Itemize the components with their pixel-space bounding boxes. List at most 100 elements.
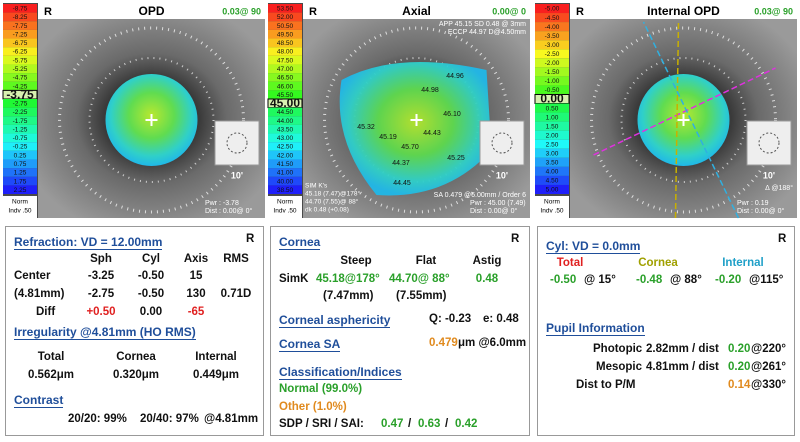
axis: @115°: [749, 274, 784, 286]
eye: R: [309, 6, 317, 18]
point-value: 44.45: [393, 180, 411, 187]
scale-label: 41.50: [277, 161, 294, 168]
scale-label: 5.00: [546, 187, 559, 194]
value: 20/20: 99%: [68, 413, 127, 425]
label: Photopic: [593, 343, 643, 355]
scale-cell: [268, 38, 302, 48]
value: Other (1.0%): [279, 401, 347, 413]
scale-cell: [3, 55, 37, 65]
value: 0.47: [381, 418, 404, 430]
header: [570, 3, 797, 19]
value: -0.50: [137, 288, 165, 300]
title: Cornea SA: [279, 337, 341, 352]
scale-label: 47.50: [277, 57, 294, 64]
scale-cell: [535, 49, 569, 59]
scale-cell: [535, 76, 569, 86]
info: ECCP 44.97 D@4.50mm: [448, 29, 526, 36]
inset-spot: [758, 132, 780, 154]
value: Normal (99.0%): [279, 383, 363, 395]
scale-label: -4.25: [13, 83, 28, 90]
scale-cell: [268, 150, 302, 160]
value: -0.50: [137, 270, 165, 282]
inset-spot: [226, 132, 248, 154]
scale-cell: [535, 112, 569, 122]
scale-cell: [3, 124, 37, 134]
scale-cell: [268, 185, 302, 194]
scale-cell: [535, 67, 569, 77]
norm: Norm: [277, 199, 293, 206]
value: 2.82mm / dist: [646, 343, 719, 355]
zoom: 10': [496, 170, 508, 180]
inset-spot: [491, 132, 513, 154]
inset: [214, 120, 260, 166]
scale-label: 52.00: [277, 14, 294, 21]
simk: 44.70 (7.55)@ 88°: [305, 198, 359, 206]
indv: Indv .50: [540, 208, 564, 215]
scale-cell: [535, 184, 569, 194]
eye: R: [576, 6, 584, 18]
label: SimK: [279, 273, 309, 285]
scale-cell: [268, 159, 302, 169]
point-value: 44.98: [421, 87, 439, 94]
scale-label: 2.25: [14, 187, 27, 194]
dist: Dist : 0.00@ 0°: [737, 207, 784, 215]
header: Axis: [183, 253, 209, 265]
title: Contrast: [14, 393, 64, 408]
scale-cell: [268, 21, 302, 30]
value: -0.20: [715, 274, 742, 286]
zoom: 10': [763, 170, 775, 180]
norm: Norm: [12, 199, 28, 206]
scale-cell: [535, 22, 569, 32]
header: Steep: [340, 255, 372, 267]
value: 0.14: [728, 379, 751, 391]
axis: @220°: [751, 343, 786, 355]
value: -0.50: [550, 274, 577, 286]
scale-label: 42.50: [277, 144, 294, 151]
scale-label: 46.00: [277, 83, 294, 90]
scale-cell: [268, 116, 302, 125]
value: 0.71D: [220, 288, 252, 300]
scale-cell: [535, 175, 569, 185]
scale-current: 45.00: [270, 96, 300, 110]
scale-label: 48.50: [277, 40, 294, 47]
center-cross: [677, 114, 690, 126]
reticle: [620, 57, 747, 183]
scale-cell: [3, 64, 37, 74]
indv: Indv .50: [8, 208, 32, 215]
header: RMS: [223, 253, 249, 265]
title: Axial: [402, 4, 431, 18]
scale-label: -0.50: [545, 87, 560, 94]
scale-label: -2.75: [13, 101, 28, 108]
header: Internal: [722, 257, 764, 269]
scale-label: 40.00: [277, 178, 294, 185]
scale-cell: [268, 107, 302, 117]
scale-cell: [268, 4, 302, 13]
inset: [746, 120, 792, 166]
header: Astig: [472, 255, 502, 267]
scale-cell: [3, 176, 37, 186]
scale-label: 4.50: [546, 178, 559, 185]
scale-label: 50.50: [277, 23, 294, 30]
sa: SA 0.479 @6.00mm / Order 6: [434, 192, 526, 199]
pwr: Pwr : -3.78: [205, 200, 239, 207]
header: Sph: [90, 253, 112, 265]
pwr: Pwr : 0.19: [737, 200, 769, 207]
value: (7.55mm): [396, 290, 447, 302]
cyl-panel: Cyl: VD = 0.0mm R Total Cornea Internal …: [537, 226, 795, 436]
scale-label: 1.50: [546, 123, 559, 130]
scale-label: -1.00: [545, 78, 560, 85]
scale-label: 49.50: [277, 31, 294, 38]
scale-cell: [3, 142, 37, 151]
value: 0.42: [455, 418, 478, 430]
scale-label: 47.00: [277, 66, 294, 73]
separator: /: [408, 418, 412, 430]
scale-label: 0.75: [14, 161, 27, 168]
scale-label: 48.00: [277, 49, 294, 56]
inset: [479, 120, 525, 166]
norm-box: [535, 196, 569, 218]
value: 0.03@ 90: [754, 6, 793, 16]
simk: SIM K's: [305, 183, 328, 190]
value: 0.03@ 90: [222, 6, 261, 16]
scale-cell: [3, 107, 37, 117]
point-value: 44.96: [446, 73, 464, 80]
